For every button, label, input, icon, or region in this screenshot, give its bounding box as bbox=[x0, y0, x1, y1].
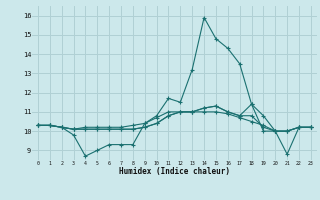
X-axis label: Humidex (Indice chaleur): Humidex (Indice chaleur) bbox=[119, 167, 230, 176]
